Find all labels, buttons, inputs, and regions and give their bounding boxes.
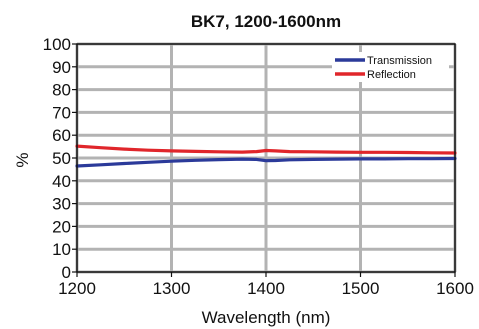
series-line-reflection [75,144,457,155]
series-lines [75,144,457,168]
legend: Transmission Reflection [332,52,449,82]
y-tick-label: 10 [52,240,71,259]
series-line-transmission [75,156,457,168]
legend-label-reflection: Reflection [367,69,416,81]
y-tick-label: 0 [62,263,71,282]
y-tick-label: 20 [52,217,71,236]
chart-title: BK7, 1200-1600nm [191,12,341,31]
y-tick-label: 90 [52,58,71,77]
y-tick-label: 60 [52,126,71,145]
x-axis-label: Wavelength (nm) [202,308,331,327]
y-axis-label: % [13,152,32,167]
x-tick-label: 1400 [247,279,285,298]
x-tick-label: 1300 [153,279,191,298]
y-tick-label: 70 [52,103,71,122]
x-tick-label: 1500 [342,279,380,298]
legend-label-transmission: Transmission [367,55,432,67]
x-tick-labels: 1200 1300 1400 1500 1600 [58,272,474,298]
y-tick-labels: 0 10 20 30 40 50 60 70 80 90 100 [43,35,77,282]
y-tick-label: 80 [52,81,71,100]
x-tick-label: 1200 [58,279,96,298]
legend-box [332,52,449,82]
y-tick-label: 100 [43,35,71,54]
y-tick-label: 40 [52,172,71,191]
y-tick-label: 30 [52,195,71,214]
x-tick-label: 1600 [436,279,474,298]
y-tick-label: 50 [52,149,71,168]
